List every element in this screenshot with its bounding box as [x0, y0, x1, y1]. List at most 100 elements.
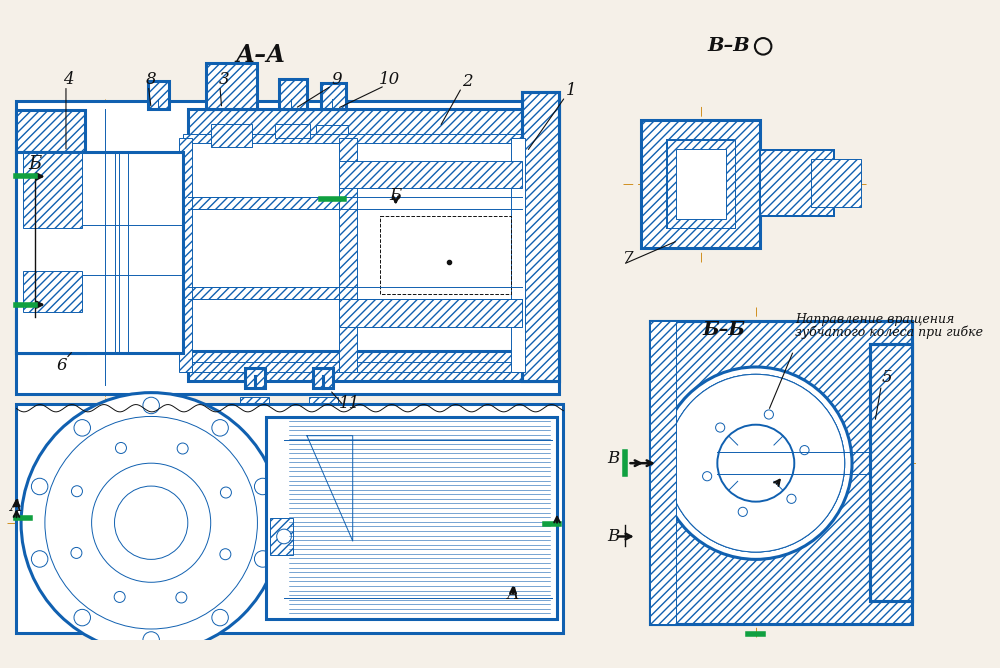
Bar: [16, 110, 85, 152]
Bar: [188, 198, 344, 209]
Bar: [916, 447, 951, 480]
Circle shape: [220, 548, 231, 560]
Text: 2: 2: [462, 73, 473, 90]
Circle shape: [114, 591, 125, 603]
Circle shape: [176, 592, 187, 603]
Text: 1: 1: [565, 81, 576, 99]
Text: 11: 11: [339, 395, 361, 412]
Text: 7: 7: [623, 250, 634, 267]
Bar: [270, 518, 293, 555]
Circle shape: [701, 408, 811, 518]
Bar: [522, 92, 559, 381]
Bar: [870, 344, 912, 601]
Circle shape: [212, 609, 228, 626]
Bar: [522, 92, 559, 381]
Bar: [148, 81, 169, 109]
Bar: [188, 109, 554, 138]
Bar: [206, 63, 257, 109]
Circle shape: [115, 486, 188, 559]
Circle shape: [703, 472, 712, 481]
Bar: [16, 152, 183, 353]
Circle shape: [212, 420, 228, 436]
Bar: [23, 152, 82, 228]
Circle shape: [71, 548, 82, 558]
Text: В–В: В–В: [707, 37, 750, 55]
Circle shape: [31, 550, 48, 567]
Circle shape: [787, 494, 796, 504]
Bar: [650, 321, 912, 623]
Bar: [339, 161, 522, 188]
Circle shape: [277, 529, 291, 544]
Bar: [23, 152, 82, 193]
Circle shape: [220, 487, 231, 498]
Text: 9: 9: [332, 71, 342, 88]
Bar: [760, 150, 834, 216]
Bar: [183, 363, 554, 371]
Circle shape: [764, 410, 773, 419]
Circle shape: [667, 374, 845, 552]
Text: А–А: А–А: [236, 43, 286, 67]
Circle shape: [74, 609, 90, 626]
Bar: [667, 140, 735, 228]
Circle shape: [177, 443, 188, 454]
Bar: [245, 368, 265, 388]
Bar: [183, 134, 554, 144]
Bar: [676, 149, 726, 218]
Text: Б: Б: [390, 187, 402, 204]
Circle shape: [71, 486, 82, 497]
Circle shape: [31, 478, 48, 495]
Circle shape: [716, 423, 725, 432]
Circle shape: [717, 425, 794, 502]
Text: 5: 5: [882, 369, 892, 387]
Text: Б–Б: Б–Б: [702, 321, 745, 339]
Bar: [211, 124, 252, 147]
Circle shape: [730, 438, 781, 489]
Circle shape: [717, 425, 794, 502]
Bar: [179, 138, 192, 371]
Bar: [316, 125, 348, 134]
Circle shape: [74, 420, 90, 436]
Circle shape: [738, 507, 747, 516]
Text: 10: 10: [379, 71, 400, 88]
Bar: [275, 124, 310, 138]
Text: 6: 6: [57, 357, 68, 373]
Circle shape: [254, 550, 271, 567]
Bar: [309, 397, 338, 408]
Circle shape: [143, 632, 159, 648]
Bar: [279, 79, 307, 109]
Bar: [321, 83, 346, 109]
Bar: [650, 321, 676, 623]
Circle shape: [143, 397, 159, 413]
Bar: [511, 138, 525, 371]
Text: А: А: [10, 498, 23, 515]
Bar: [339, 299, 522, 327]
Bar: [641, 120, 760, 248]
Wedge shape: [667, 374, 845, 552]
Bar: [811, 159, 861, 206]
Bar: [23, 271, 82, 312]
Text: зубчатого колеса при гибке: зубчатого колеса при гибке: [795, 326, 983, 339]
Text: 4: 4: [63, 71, 74, 88]
Bar: [339, 138, 357, 371]
Bar: [16, 102, 559, 395]
Bar: [266, 418, 557, 619]
Circle shape: [660, 367, 852, 559]
Text: 8: 8: [146, 71, 156, 88]
Bar: [870, 344, 912, 601]
Text: Направление вращения: Направление вращения: [795, 313, 954, 326]
Bar: [16, 403, 563, 633]
Circle shape: [115, 442, 126, 454]
Bar: [313, 368, 333, 388]
Bar: [16, 312, 85, 353]
Text: В: В: [608, 528, 620, 545]
Text: А: А: [507, 586, 519, 603]
Circle shape: [800, 446, 809, 455]
Circle shape: [92, 463, 211, 582]
Bar: [188, 287, 344, 299]
Text: 3: 3: [219, 71, 230, 88]
Text: В: В: [608, 450, 620, 467]
Circle shape: [21, 393, 281, 653]
Circle shape: [667, 374, 845, 552]
Text: Б: Б: [28, 154, 41, 172]
Bar: [240, 397, 269, 408]
